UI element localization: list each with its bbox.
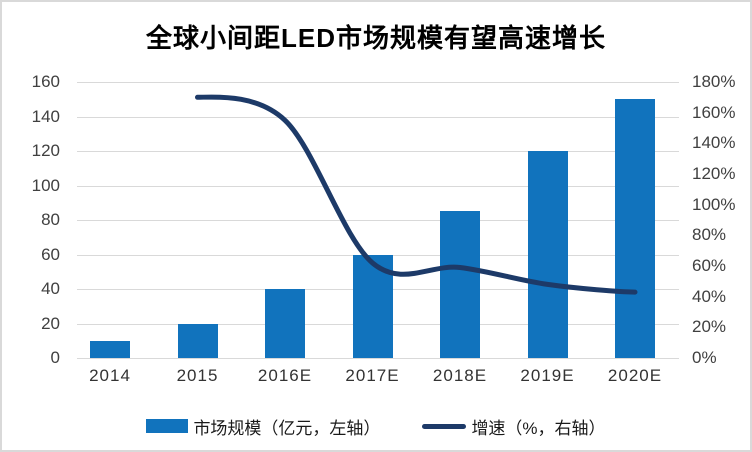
legend: 市场规模（亿元，左轴） 增速（%，右轴） xyxy=(2,410,750,442)
left-axis-tick-label: 140 xyxy=(31,106,60,126)
right-axis-tick-label: 80% xyxy=(692,225,727,245)
gridline xyxy=(77,82,679,83)
x-axis-label: 2014 xyxy=(89,366,131,385)
left-axis-tick-label: 80 xyxy=(41,210,60,229)
bar-2016E xyxy=(265,289,305,358)
x-axis-label: 2020E xyxy=(607,366,663,385)
left-axis-tick-label: 100 xyxy=(31,175,60,195)
left-axis-tick-label: 60 xyxy=(41,244,60,264)
right-axis-tick-label: 160% xyxy=(692,102,736,122)
bar-2014 xyxy=(90,340,130,358)
left-axis-tick-label: 20 xyxy=(41,313,60,333)
bar-2018E xyxy=(440,211,480,358)
gridline xyxy=(77,185,679,187)
gridline xyxy=(77,358,679,359)
bar-2015 xyxy=(177,323,218,358)
right-axis-tick-label: 40% xyxy=(692,286,727,306)
right-axis-tick-label: 120% xyxy=(692,164,736,183)
bar-2019E xyxy=(527,151,568,358)
x-axis-label: 2017E xyxy=(345,366,400,385)
right-axis-tick-label: 100% xyxy=(692,194,736,214)
bar-series-swatch-icon xyxy=(146,419,189,433)
left-axis-tick-label: 40 xyxy=(41,279,60,298)
legend-item-growth-rate: 增速（%，右轴） xyxy=(422,414,606,439)
x-axis-label: 2019E xyxy=(520,366,575,385)
gridline xyxy=(77,151,679,152)
bar-2017E xyxy=(352,254,393,358)
right-axis-tick-label: 20% xyxy=(692,317,727,337)
left-axis-tick-label: 120 xyxy=(31,141,60,160)
right-axis-tick-label: 0% xyxy=(692,348,717,367)
growth-rate-line xyxy=(195,94,638,295)
legend-label-growth-rate: 增速（%，右轴） xyxy=(471,418,606,438)
legend-item-market-size: 市场规模（亿元，左轴） xyxy=(146,414,380,439)
bar-2020E xyxy=(615,99,655,358)
x-axis-label: 2018E xyxy=(432,366,488,385)
line-series-swatch-icon xyxy=(422,423,467,429)
legend-label-market-size: 市场规模（亿元，左轴） xyxy=(193,418,381,438)
x-axis-label: 2015 xyxy=(176,366,219,385)
left-axis-tick-label: 160 xyxy=(31,72,60,91)
gridline xyxy=(77,116,679,118)
chart-title: 全球小间距LED市场规模有望高速增长 xyxy=(145,23,606,53)
left-axis-tick-label: 0 xyxy=(50,348,60,367)
right-axis-tick-label: 60% xyxy=(692,256,727,275)
right-axis-tick-label: 180% xyxy=(692,72,736,91)
right-axis-tick-label: 140% xyxy=(692,133,736,153)
x-axis-label: 2016E xyxy=(257,366,313,385)
gridline xyxy=(77,220,679,221)
